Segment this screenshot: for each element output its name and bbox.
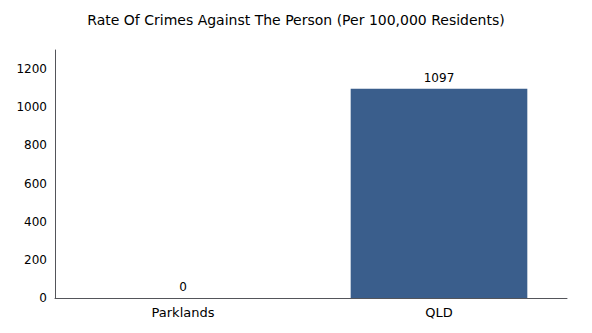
svg-text:1000: 1000 — [16, 100, 47, 114]
svg-text:400: 400 — [24, 215, 47, 229]
svg-text:Rate Of Crimes Against The Per: Rate Of Crimes Against The Person (Per 1… — [87, 12, 504, 28]
svg-text:Parklands: Parklands — [152, 305, 215, 320]
svg-text:600: 600 — [24, 177, 47, 191]
svg-text:0: 0 — [39, 291, 47, 305]
svg-text:1097: 1097 — [424, 71, 455, 85]
svg-text:0: 0 — [179, 280, 187, 294]
svg-text:800: 800 — [24, 138, 47, 152]
svg-text:1200: 1200 — [16, 62, 47, 76]
svg-text:200: 200 — [24, 253, 47, 267]
svg-text:QLD: QLD — [425, 305, 453, 320]
